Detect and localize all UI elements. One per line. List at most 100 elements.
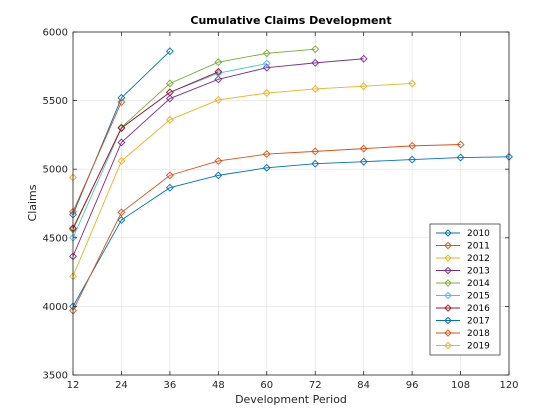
data-point-2012	[311, 85, 320, 93]
legend-item-2019: 2019	[436, 342, 490, 352]
x-tick-label: 12	[67, 380, 80, 391]
series-line-2018	[72, 101, 122, 212]
legend-label: 2019	[467, 342, 490, 352]
data-point-2014	[262, 49, 271, 58]
y-tick-label: 4000	[43, 302, 68, 313]
series-line-2012	[72, 83, 413, 277]
data-point-2018	[117, 98, 126, 106]
legend-marker	[444, 241, 452, 250]
legend-marker	[444, 254, 452, 262]
data-point-2013	[311, 58, 320, 67]
legend-item-2014: 2014	[436, 279, 490, 289]
x-tick-label: 120	[499, 380, 518, 391]
data-point-2011	[214, 157, 223, 165]
x-tick-label: 72	[309, 380, 322, 391]
data-point-2017	[165, 47, 174, 56]
data-point-2016	[165, 88, 174, 97]
legend-label: 2011	[467, 242, 490, 252]
chart-title: Cumulative Claims Development	[190, 14, 391, 27]
y-tick-label: 4500	[43, 233, 68, 244]
series-line-2013	[72, 58, 364, 257]
x-tick-label: 96	[406, 380, 419, 391]
legend-item-2013: 2013	[436, 267, 490, 277]
data-point-2012	[117, 157, 126, 165]
legend-label: 2018	[467, 329, 490, 339]
legend-item-2015: 2015	[436, 292, 490, 302]
legend-item-2011: 2011	[436, 242, 490, 252]
data-point-2011	[408, 141, 417, 150]
legend-label: 2017	[467, 317, 490, 327]
data-point-2014	[311, 45, 320, 54]
series-2012	[69, 79, 417, 281]
legend-item-2010: 2010	[436, 229, 490, 239]
data-point-2012	[262, 89, 271, 97]
legend-marker	[444, 341, 452, 350]
data-point-2011	[117, 208, 126, 217]
x-tick-label: 84	[357, 380, 370, 391]
x-tick-label: 48	[212, 380, 225, 391]
legend-marker	[444, 329, 452, 337]
data-point-2011	[359, 144, 368, 153]
data-point-2012	[359, 82, 368, 91]
data-point-2012	[408, 79, 417, 88]
data-point-2015	[214, 69, 223, 78]
series-line-2010	[72, 156, 510, 307]
data-point-2017	[117, 93, 126, 102]
data-point-2010	[359, 157, 368, 166]
data-point-2014	[165, 79, 174, 88]
data-point-2013	[262, 63, 271, 72]
ticks: 12 24 36 48 60 72 84 96 108 120 3500 4000 4500 5000 55…	[43, 28, 519, 392]
data-point-2010	[408, 155, 417, 164]
legend-label: 2014	[467, 279, 490, 289]
data-point-2012	[214, 95, 223, 104]
x-tick-label: 36	[164, 380, 177, 391]
legend-label: 2010	[467, 229, 490, 239]
data-point-2013	[214, 75, 223, 84]
y-tick-label: 5000	[43, 165, 68, 176]
y-tick-label: 3500	[43, 371, 68, 382]
legend-item-2017: 2017	[436, 317, 490, 327]
x-tick-label: 108	[451, 380, 470, 391]
legend-marker	[444, 291, 452, 300]
data-point-2011	[311, 147, 320, 156]
legend-item-2018: 2018	[436, 329, 490, 339]
x-tick-label: 60	[260, 380, 273, 391]
data-point-2010	[456, 153, 465, 162]
plot-frame	[72, 31, 510, 376]
legend-label: 2016	[467, 304, 490, 314]
x-axis-label: Development Period	[235, 393, 347, 406]
legend-marker	[444, 304, 452, 312]
data-point-2010	[311, 159, 320, 168]
data-point-2010	[165, 183, 174, 192]
data-point-2010	[262, 163, 271, 172]
series-line-2011	[72, 144, 461, 311]
data-point-2010	[117, 216, 126, 224]
y-tick-label: 6000	[43, 28, 68, 39]
legend-label: 2013	[467, 267, 490, 277]
data-point-2011	[262, 150, 271, 159]
legend-marker	[444, 229, 452, 237]
data-point-2016	[214, 67, 223, 76]
data-point-2013	[359, 54, 368, 63]
data-point-2013	[117, 138, 126, 147]
y-tick-label: 5500	[43, 96, 68, 107]
data-point-2015	[262, 59, 271, 68]
data-point-2012	[165, 115, 174, 124]
data-point-2013	[165, 94, 174, 103]
legend: 2010 2011 2012 2013 2014 2015 2016 2017 2018 2019	[429, 223, 501, 356]
series-2011	[69, 140, 465, 315]
legend-item-2012: 2012	[436, 254, 490, 264]
data-point-2011	[165, 171, 174, 180]
legend-marker	[444, 279, 452, 287]
data-point-2010	[214, 171, 223, 180]
data-point-2011	[456, 140, 465, 149]
x-tick-label: 24	[115, 380, 128, 391]
legend-item-2016: 2016	[436, 304, 490, 314]
data-point-2014	[214, 58, 223, 67]
legend-marker	[444, 266, 452, 275]
legend-label: 2012	[467, 254, 490, 264]
data-point-2016	[117, 124, 126, 132]
legend-label: 2015	[467, 292, 490, 302]
y-axis-label: Claims	[26, 184, 39, 221]
